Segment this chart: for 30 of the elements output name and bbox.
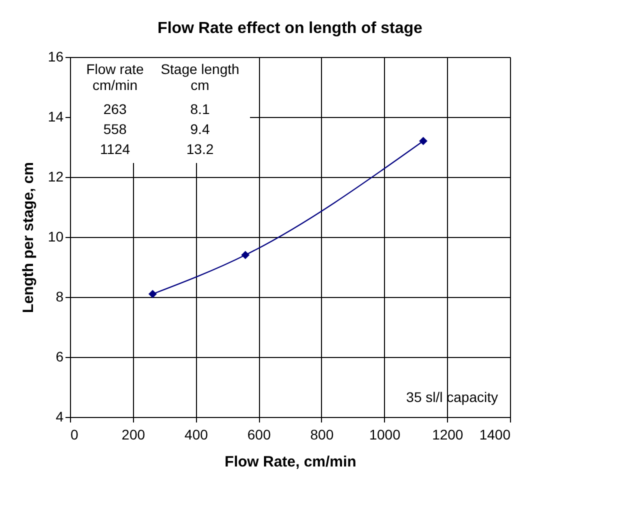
y-tick-label: 14 (48, 108, 64, 124)
y-tick-label: 12 (48, 168, 64, 184)
chart-title: Flow Rate effect on length of stage (158, 20, 423, 37)
y-tick-label: 10 (48, 228, 64, 244)
annotation: 9.4 (190, 121, 210, 137)
annotation: 13.2 (186, 141, 214, 157)
point (241, 250, 250, 260)
x-tick-label: 1400 (479, 426, 511, 442)
point (419, 136, 428, 146)
x-tick-label: 800 (310, 426, 334, 442)
y-tick-label: 8 (56, 288, 64, 304)
annotation: 8.1 (190, 101, 210, 117)
point (148, 290, 157, 298)
annotation: Stage length cm (160, 61, 240, 93)
x-tick-label: 0 (70, 426, 78, 442)
y-tick-label: 6 (56, 348, 64, 364)
x-tick-label: 1200 (432, 426, 464, 442)
annotation: 558 (103, 121, 127, 137)
y-axis-title: Length per stage, cm (20, 162, 37, 313)
y-tick-label: 16 (48, 48, 64, 64)
x-axis-title: Flow Rate, cm/min (224, 454, 356, 470)
y-tick-label: 4 (56, 408, 64, 424)
annotation: 35 sl/l capacity (406, 389, 498, 405)
annotation: 1124 (100, 141, 130, 157)
annotation: Flow rate cm/min (86, 61, 144, 93)
x-tick-label: 400 (184, 426, 208, 442)
x-tick-label: 1000 (369, 426, 401, 442)
x-tick-label: 600 (247, 426, 271, 442)
annotation: 263 (103, 101, 127, 117)
x-tick-label: 200 (122, 426, 146, 442)
